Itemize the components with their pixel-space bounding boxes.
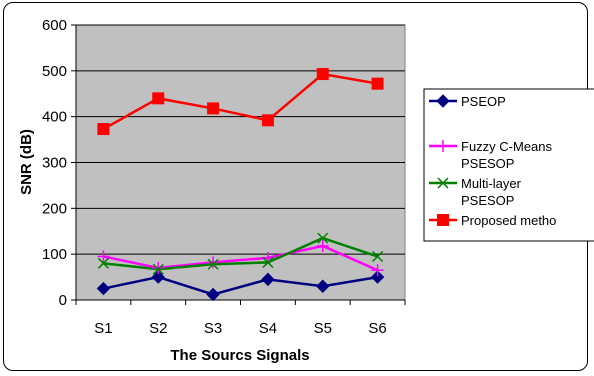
point-pseop-S3 — [206, 287, 220, 302]
y-axis-title: SNR (dB) — [18, 129, 35, 195]
x-tick-label-S2: S2 — [149, 320, 167, 337]
series-line-multi-layer-psesop — [103, 236, 378, 271]
legend: PSEOP Fuzzy C-Means PSESOP Multi-layer PSESO… — [423, 88, 594, 242]
y-tick-label-600: 600 — [42, 17, 67, 34]
series-line-fuzzy-c-means-psesop — [103, 244, 379, 272]
point-pseop-S6 — [370, 270, 385, 284]
legend-marker-proposed-metho — [437, 214, 449, 226]
y-tick-labels: 0 100 200 300 400 500 600 — [42, 17, 76, 309]
point-proposed-metho-S1 — [97, 123, 110, 136]
y-tick-label-0: 0 — [59, 292, 67, 309]
point-pseop-S4 — [261, 272, 275, 287]
point-multi-layer-psesop-S4 — [262, 256, 274, 268]
legend-marker-fuzzy-c-means-psesop — [437, 140, 449, 152]
legend-label-multi-layer-psesop-1: PSESOP — [461, 193, 514, 208]
series-line-proposed-metho — [102, 72, 378, 131]
point-multi-layer-psesop-S3 — [207, 258, 219, 270]
series-markers — [96, 68, 385, 302]
y-tick-label-500: 500 — [42, 63, 67, 80]
x-tick-label-S4: S4 — [259, 320, 277, 337]
point-proposed-metho-S2 — [152, 92, 165, 105]
y-tick-label-200: 200 — [42, 200, 67, 217]
x-tick-label-S5: S5 — [314, 320, 332, 337]
y-tick-label-100: 100 — [42, 246, 67, 263]
x-tick-label-S6: S6 — [368, 320, 386, 337]
point-proposed-metho-S4 — [261, 114, 274, 127]
x-tick-label-S1: S1 — [94, 320, 112, 337]
point-fuzzy-c-means-psesop-S5 — [316, 239, 329, 252]
y-tick-label-300: 300 — [42, 155, 67, 172]
point-proposed-metho-S6 — [371, 77, 384, 90]
point-multi-layer-psesop-S5 — [317, 232, 329, 244]
legend-box — [423, 88, 594, 242]
point-fuzzy-c-means-psesop-S6 — [371, 264, 384, 277]
point-proposed-metho-S3 — [207, 102, 220, 115]
legend-label-fuzzy-c-means-psesop-1: PSESOP — [461, 156, 514, 171]
point-pseop-S1 — [96, 281, 111, 296]
point-multi-layer-psesop-S2 — [152, 263, 164, 275]
point-proposed-metho-S5 — [316, 68, 329, 81]
legend-label-pseop-0: PSEOP — [461, 94, 506, 109]
y-tick-label-400: 400 — [42, 109, 67, 126]
gridlines — [76, 24, 405, 255]
legend-marker-multi-layer-psesop — [437, 177, 449, 189]
x-tick-labels: S1 S2 S3 S4 S5 S6 — [75, 25, 406, 337]
x-tick-label-S3: S3 — [204, 320, 222, 337]
point-fuzzy-c-means-psesop-S3 — [207, 256, 220, 269]
point-multi-layer-psesop-S6 — [372, 250, 384, 262]
legend-label-fuzzy-c-means-psesop-0: Fuzzy C-Means — [461, 139, 553, 154]
series-lines — [102, 72, 379, 296]
point-fuzzy-c-means-psesop-S2 — [152, 261, 165, 274]
point-pseop-S2 — [151, 270, 165, 284]
legend-label-multi-layer-psesop-0: Multi-layer — [461, 176, 522, 191]
legend-label-proposed-metho-0: Proposed metho — [461, 213, 556, 228]
x-axis-title: The Sourcs Signals — [170, 347, 309, 364]
point-pseop-S5 — [316, 279, 330, 293]
series-line-pseop — [103, 275, 378, 296]
legend-marker-pseop — [436, 94, 450, 108]
point-multi-layer-psesop-S1 — [97, 257, 109, 269]
point-fuzzy-c-means-psesop-S1 — [97, 250, 110, 263]
